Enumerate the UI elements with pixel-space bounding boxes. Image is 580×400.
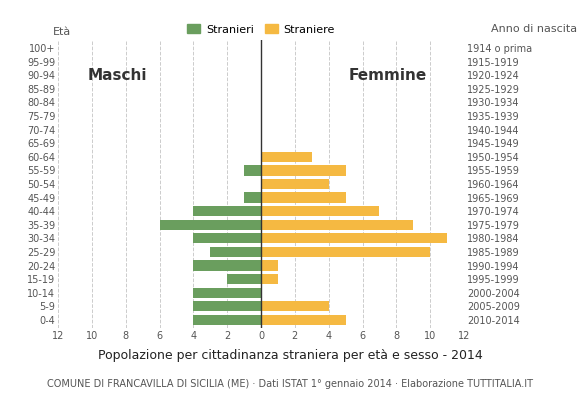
Bar	[261, 165, 346, 176]
Text: Femmine: Femmine	[349, 68, 427, 83]
Bar	[261, 152, 311, 162]
Bar	[261, 247, 430, 257]
Text: Anno di nascita: Anno di nascita	[491, 24, 577, 34]
Bar	[261, 233, 447, 244]
Bar	[193, 233, 261, 244]
Bar	[193, 315, 261, 325]
Bar	[261, 315, 346, 325]
Text: Popolazione per cittadinanza straniera per età e sesso - 2014: Popolazione per cittadinanza straniera p…	[97, 350, 483, 362]
Bar	[244, 165, 261, 176]
Bar	[261, 179, 329, 189]
Text: COMUNE DI FRANCAVILLA DI SICILIA (ME) · Dati ISTAT 1° gennaio 2014 · Elaborazion: COMUNE DI FRANCAVILLA DI SICILIA (ME) · …	[47, 379, 533, 389]
Bar	[160, 220, 261, 230]
Bar	[261, 301, 329, 311]
Bar	[261, 220, 413, 230]
Text: Età: Età	[53, 27, 71, 37]
Bar	[261, 260, 278, 271]
Bar	[261, 274, 278, 284]
Bar	[227, 274, 261, 284]
Text: Maschi: Maschi	[88, 68, 147, 83]
Bar	[261, 192, 346, 203]
Bar	[210, 247, 261, 257]
Bar	[193, 301, 261, 311]
Bar	[193, 260, 261, 271]
Legend: Stranieri, Straniere: Stranieri, Straniere	[183, 20, 339, 39]
Bar	[244, 192, 261, 203]
Bar	[193, 206, 261, 216]
Bar	[261, 206, 379, 216]
Bar	[193, 288, 261, 298]
